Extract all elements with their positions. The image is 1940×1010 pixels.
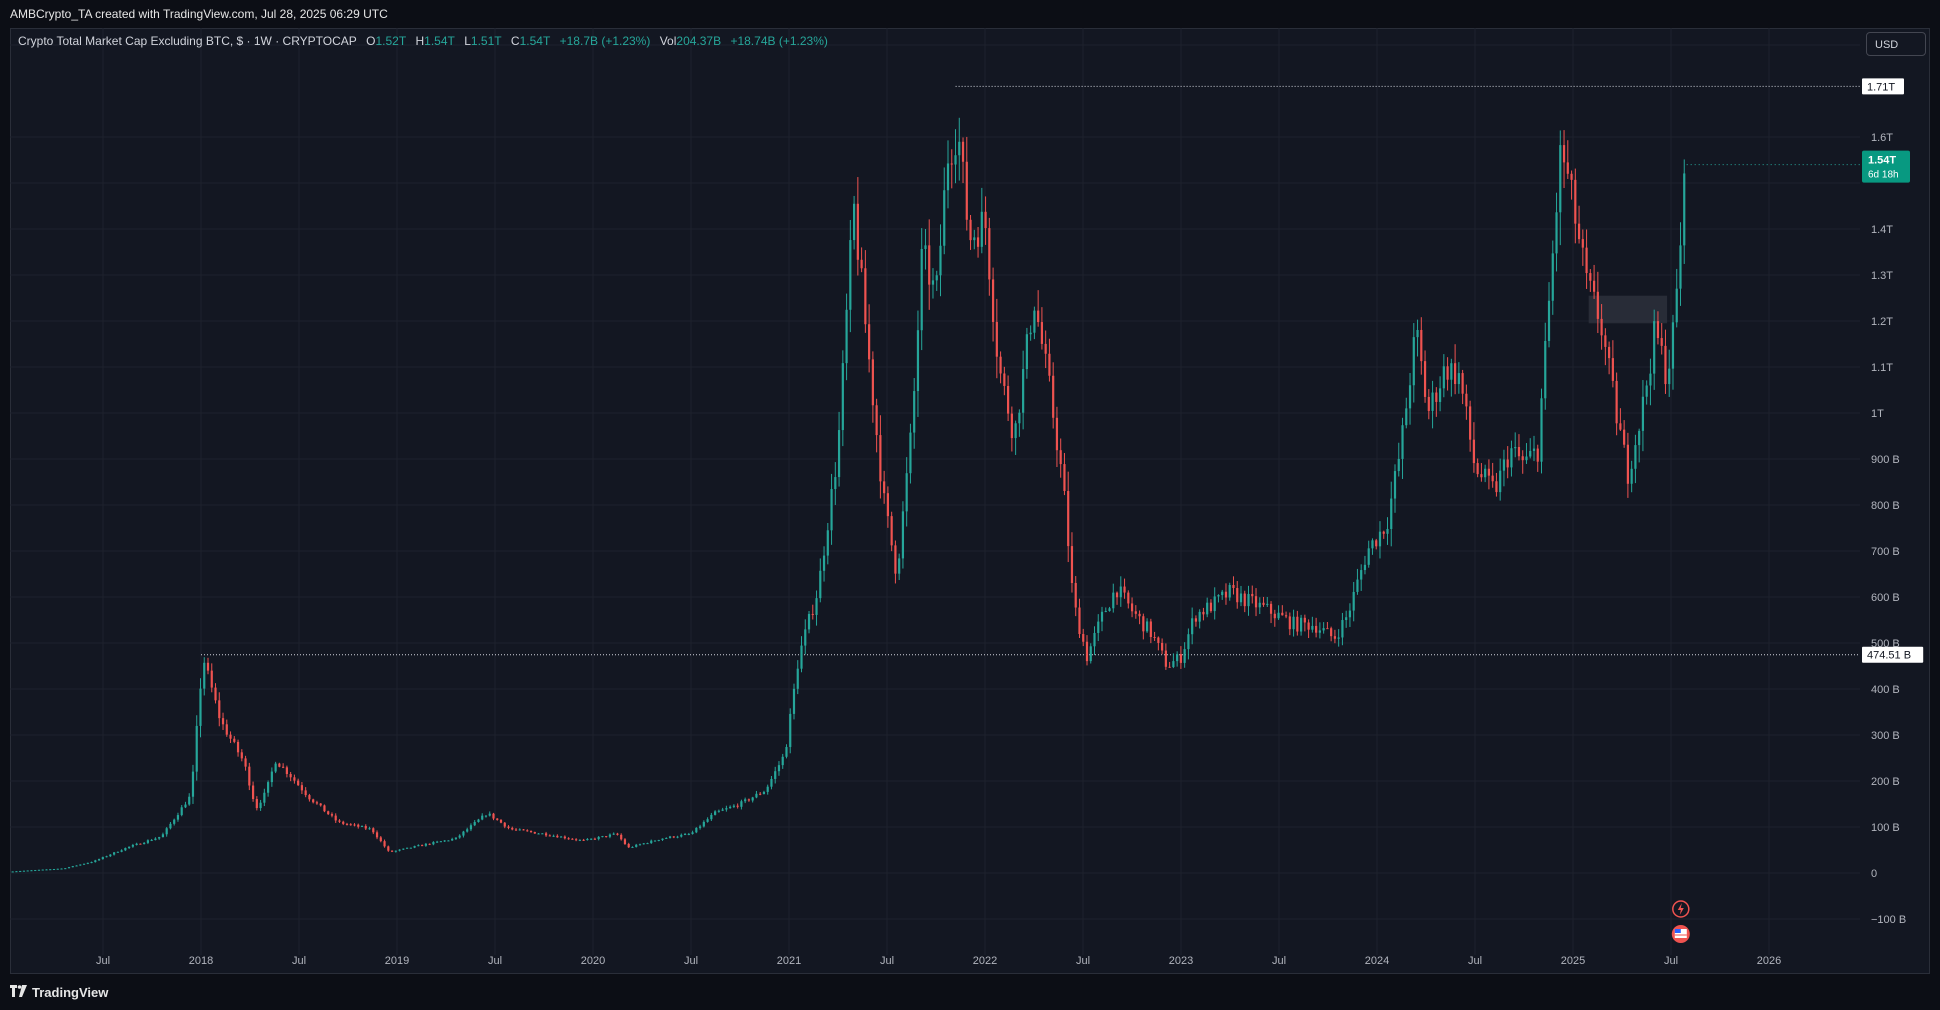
tradingview-brand: TradingView [32,985,109,1000]
tradingview-logo[interactable]: TradingView [10,985,108,1000]
high-label: H [415,34,425,48]
chart-panel[interactable] [10,28,1930,974]
low-label: L [464,34,471,48]
open-value: 1.52T [375,34,407,48]
close-value: 1.54T [519,34,551,48]
attribution-bar: AMBCrypto_TA created with TradingView.co… [0,0,1940,28]
footer-bar: TradingView [0,976,1940,1010]
close-label: C [510,34,520,48]
currency-button[interactable]: USD [1866,32,1926,56]
volume-label: Vol [659,34,677,48]
symbol-name: Crypto Total Market Cap Excluding BTC, $… [18,34,357,48]
attribution-text: AMBCrypto_TA created with TradingView.co… [10,7,388,21]
open-label: O [366,34,376,48]
change-value: +18.7B (+1.23%) [559,34,651,48]
high-value: 1.54T [424,34,455,48]
volume-value: 204.37B [676,34,722,48]
volume-change: +18.74B (+1.23%) [730,34,828,48]
symbol-legend: Crypto Total Market Cap Excluding BTC, $… [18,34,834,48]
tradingview-logo-icon [10,985,28,1000]
low-value: 1.51T [470,34,502,48]
